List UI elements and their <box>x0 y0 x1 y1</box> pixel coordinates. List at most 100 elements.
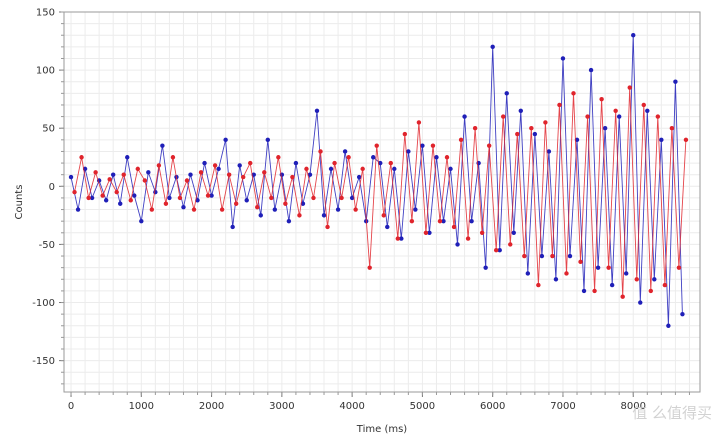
y-tick-label: 0 <box>49 182 55 193</box>
data-point-red <box>606 265 611 270</box>
data-point-red <box>641 102 646 108</box>
data-point-blue <box>392 166 397 172</box>
data-point-red <box>184 178 190 183</box>
data-point-blue <box>146 170 151 175</box>
data-point-red <box>592 288 597 294</box>
data-point-blue <box>427 230 432 235</box>
data-point-blue <box>314 108 320 113</box>
data-point-red <box>381 213 386 218</box>
data-point-blue <box>462 114 467 119</box>
data-point-red <box>367 265 372 270</box>
data-point-red <box>149 207 155 212</box>
data-point-blue <box>371 155 376 160</box>
data-point-blue <box>202 160 207 166</box>
data-point-red <box>114 189 119 195</box>
data-point-red <box>219 207 225 212</box>
series-line-red <box>74 87 687 297</box>
x-axis-title: Time (ms) <box>356 424 408 435</box>
data-point-blue <box>110 172 116 177</box>
data-point-red <box>255 205 260 210</box>
data-point-red <box>599 96 604 102</box>
data-point-blue <box>216 166 221 172</box>
data-point-blue <box>118 201 123 206</box>
data-point-blue <box>181 205 186 210</box>
y-tick-label: 100 <box>36 66 55 77</box>
data-point-red <box>318 149 323 154</box>
data-point-blue <box>321 213 327 218</box>
x-tick-label: 5000 <box>410 401 435 412</box>
data-point-blue <box>209 193 214 198</box>
data-point-red <box>283 201 288 206</box>
series-blue <box>68 33 685 328</box>
data-point-blue <box>188 172 193 177</box>
data-point-red <box>550 253 555 259</box>
data-point-blue <box>378 160 383 166</box>
data-point-blue <box>132 193 137 198</box>
data-point-blue <box>532 131 538 137</box>
data-point-red <box>557 102 562 108</box>
x-tick-label: 6000 <box>480 401 505 412</box>
data-point-blue <box>223 137 228 143</box>
data-point-red <box>501 114 506 119</box>
data-point-blue <box>525 271 531 276</box>
data-point-blue <box>441 218 446 224</box>
data-point-red <box>486 143 492 148</box>
data-point-red <box>100 193 105 198</box>
data-point-blue <box>490 44 495 50</box>
data-point-blue <box>244 198 249 203</box>
data-point-blue <box>328 166 334 172</box>
data-point-red <box>374 143 379 148</box>
data-point-blue <box>286 218 292 224</box>
data-point-blue <box>434 155 439 160</box>
data-point-red <box>458 137 464 143</box>
data-point-blue <box>335 207 341 212</box>
data-point-blue <box>385 224 390 230</box>
data-point-blue <box>237 163 242 168</box>
data-point-blue <box>167 195 172 201</box>
data-point-blue <box>609 282 615 288</box>
data-point-red <box>191 207 197 212</box>
data-point-red <box>304 166 309 172</box>
data-point-blue <box>497 248 502 253</box>
y-tick-label: 150 <box>36 8 55 19</box>
data-point-red <box>72 189 77 195</box>
series-red <box>72 85 689 299</box>
data-point-blue <box>602 126 608 131</box>
data-point-red <box>241 174 246 180</box>
data-point-blue <box>595 265 601 270</box>
data-point-blue <box>631 33 636 38</box>
data-point-blue <box>160 143 165 148</box>
data-point-red <box>508 242 513 247</box>
data-point-red <box>262 170 267 175</box>
data-point-red <box>269 195 274 201</box>
data-point-red <box>360 166 365 172</box>
data-point-blue <box>103 198 109 203</box>
data-point-blue <box>455 242 460 247</box>
data-point-red <box>142 178 148 183</box>
data-point-red <box>163 201 169 206</box>
x-tick-label: 7000 <box>550 401 575 412</box>
data-point-red <box>346 155 351 160</box>
data-point-red <box>444 155 450 160</box>
data-point-red <box>233 201 239 206</box>
data-point-blue <box>546 149 552 154</box>
data-point-blue <box>483 265 488 270</box>
data-point-blue <box>659 137 664 143</box>
data-point-red <box>107 177 112 182</box>
data-point-blue <box>560 56 566 61</box>
data-point-red <box>416 120 422 125</box>
data-point-red <box>522 253 527 259</box>
y-tick-label: -150 <box>32 356 55 367</box>
data-point-red <box>437 218 443 224</box>
data-point-blue <box>125 155 130 160</box>
data-point-blue <box>265 137 271 143</box>
data-point-blue <box>652 277 657 282</box>
data-point-blue <box>469 218 474 224</box>
data-point-red <box>465 236 471 241</box>
data-point-red <box>93 170 98 175</box>
data-point-red <box>472 126 478 131</box>
data-point-blue <box>349 195 355 201</box>
x-tick-label: 3000 <box>269 401 294 412</box>
data-point-blue <box>342 149 348 154</box>
